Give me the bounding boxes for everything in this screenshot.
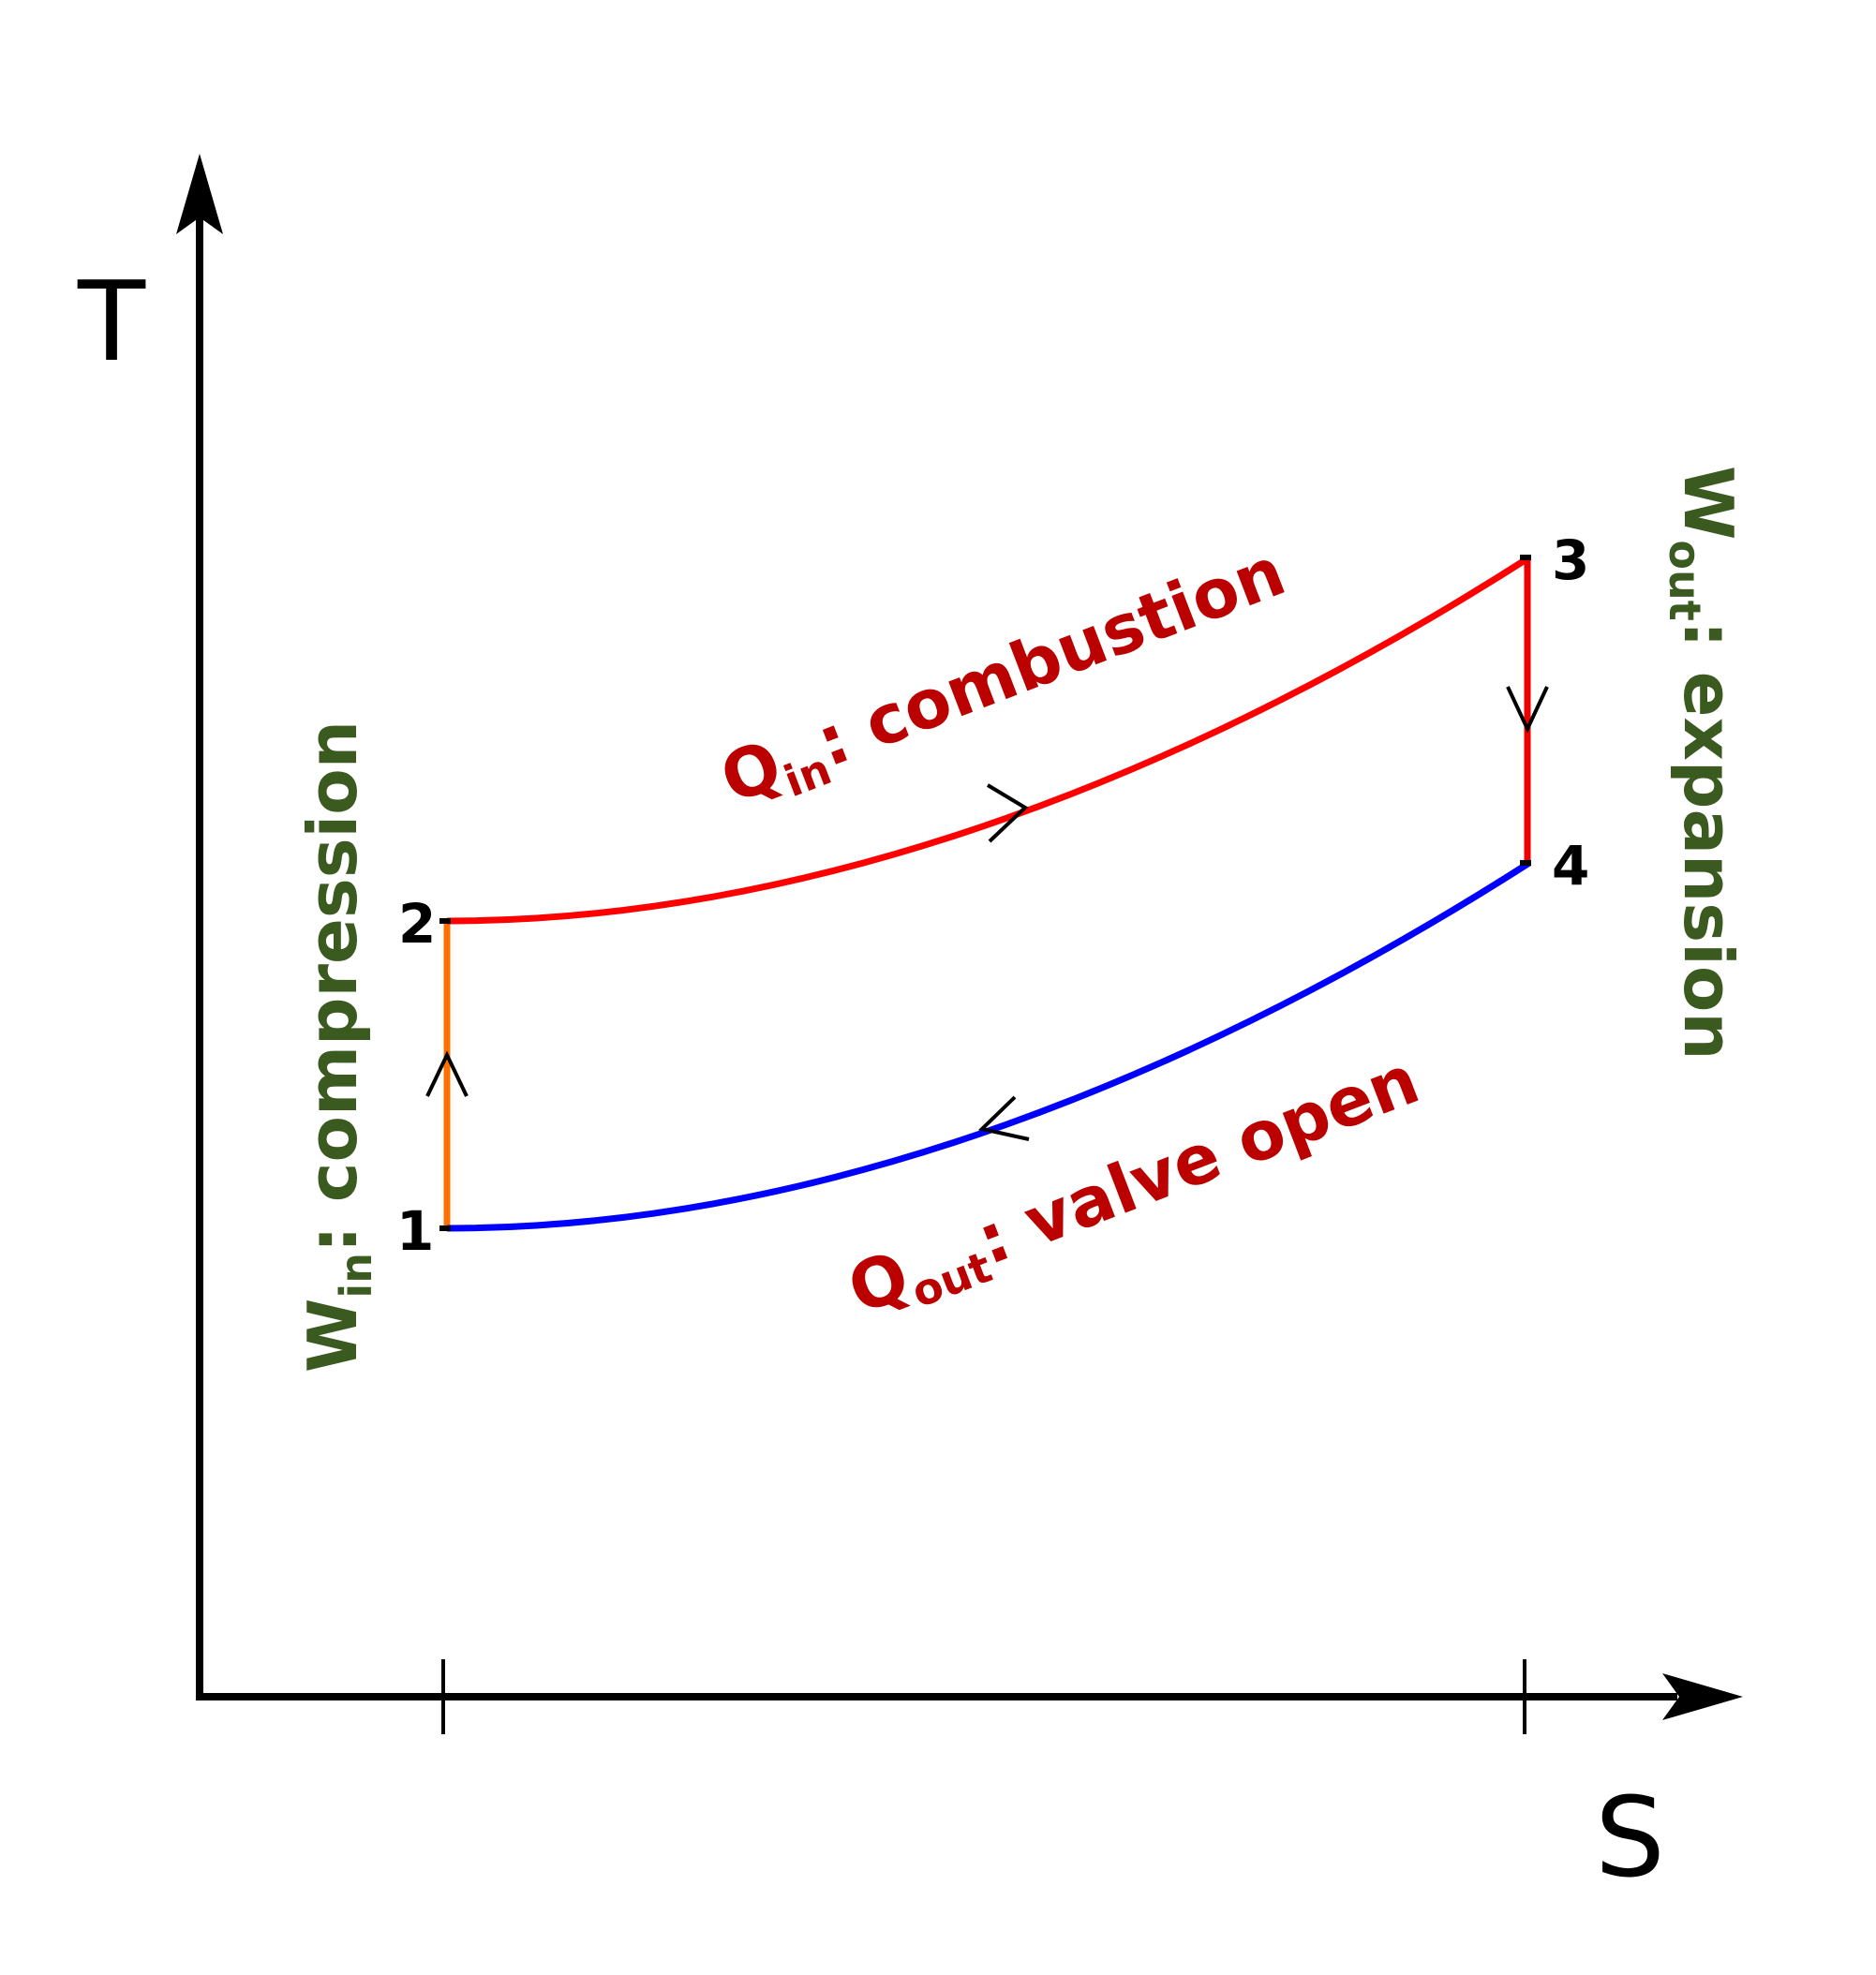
- direction-arrow-down-icon: [1506, 686, 1549, 734]
- direction-arrow-right-icon: [986, 783, 1029, 843]
- x-axis-label: S: [1595, 1773, 1665, 1902]
- direction-arrow-up-icon: [425, 1050, 469, 1097]
- point-label-2: 2: [398, 892, 436, 956]
- path-combustion-2-3: [446, 555, 1531, 925]
- point-label-4: 4: [1552, 834, 1589, 898]
- heat-out-label: Qout: valve open: [838, 1040, 1432, 1338]
- x-axis-arrowhead: [1662, 1673, 1743, 1720]
- point-label-1: 1: [396, 1199, 434, 1263]
- direction-arrow-left-icon: [977, 1095, 1030, 1141]
- point-label-3: 3: [1552, 528, 1589, 592]
- work-in-label: Win: compression: [293, 720, 381, 1373]
- y-axis-label: T: [77, 257, 146, 386]
- work-out-label: Wout: expansion: [1660, 466, 1748, 1061]
- heat-in-label: Qin: combustion: [710, 531, 1299, 827]
- path-valve-open-4-1: [446, 860, 1531, 1232]
- y-axis-arrowhead: [176, 154, 223, 234]
